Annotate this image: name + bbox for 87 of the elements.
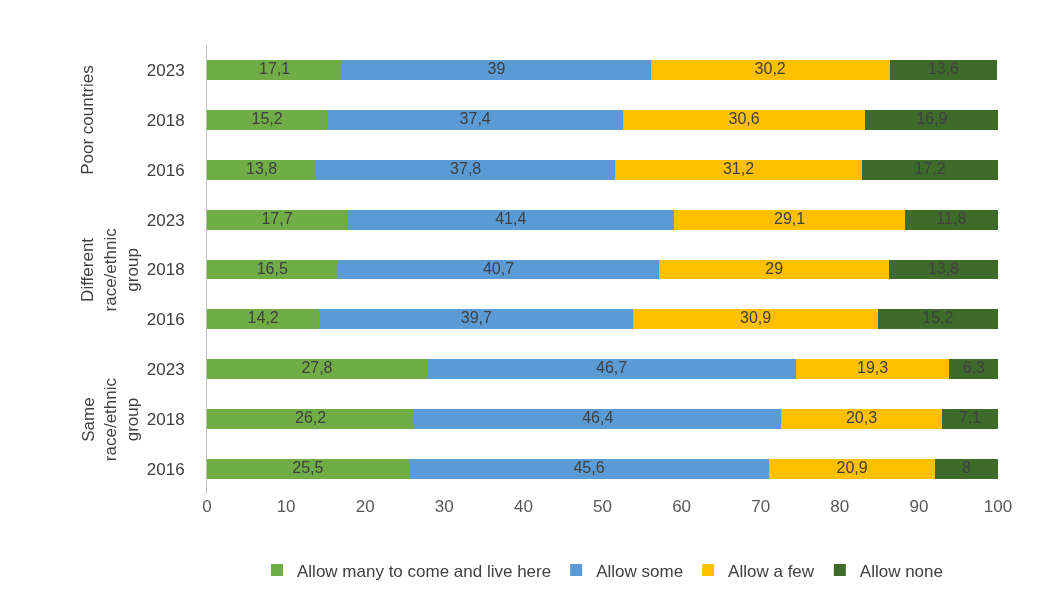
y-tick-label: 2023: [146, 60, 185, 80]
data-label: 45,6: [573, 459, 605, 477]
bar: [904, 209, 998, 230]
data-label: 46,4: [582, 409, 614, 427]
x-tick-label: 0: [202, 497, 212, 516]
bar: [650, 59, 890, 80]
x-tick-label: 100: [983, 497, 1013, 516]
data-label: 15,2: [251, 109, 283, 127]
legend-label: Allow some: [596, 561, 684, 581]
bar: [207, 109, 328, 130]
bar: [342, 59, 651, 80]
bar: [674, 209, 905, 230]
data-label: 20,3: [845, 409, 878, 427]
y-tick-label: 2018: [146, 110, 185, 130]
x-tick-label: 20: [355, 497, 375, 516]
bar: [319, 309, 634, 330]
data-label: 30,9: [739, 309, 772, 327]
bar: [207, 409, 415, 430]
data-label: 13,8: [246, 159, 278, 177]
text: Same race/ethnic group: [78, 377, 143, 462]
data-label: 29: [765, 259, 784, 277]
bar: [207, 209, 348, 230]
bar: [207, 309, 320, 330]
bar: [659, 259, 889, 280]
data-label: 37,4: [459, 109, 491, 127]
bar: [414, 409, 782, 430]
bar: [207, 159, 317, 180]
legend-label: Allow many to come and live here: [297, 561, 552, 581]
data-label: 29,1: [774, 209, 806, 227]
bar: [796, 359, 949, 380]
bar: [941, 409, 998, 430]
data-label: 14,2: [247, 309, 279, 327]
y-tick-label: 2023: [146, 210, 185, 230]
legend-label: Allow none: [859, 561, 943, 581]
x-tick-label: 10: [276, 497, 296, 516]
x-tick-label: 70: [751, 497, 771, 516]
x-tick-label: 30: [434, 497, 454, 516]
data-label: 30,6: [728, 109, 760, 127]
bar: [889, 59, 998, 80]
data-label: 16,5: [256, 259, 288, 277]
bar: [327, 109, 624, 130]
bar: [615, 159, 862, 180]
data-label: 17,7: [261, 209, 293, 227]
text: Different race/ethnic group: [78, 227, 142, 312]
data-label: 25,5: [292, 459, 324, 477]
bar: [633, 309, 878, 330]
y-tick-label: 2023: [146, 360, 185, 380]
text: Poor countries: [78, 65, 98, 175]
data-label: 17,1: [259, 59, 291, 77]
data-label: 46,7: [596, 359, 628, 377]
bar: [337, 259, 660, 280]
data-label: 40,7: [482, 259, 515, 277]
x-tick-label: 80: [830, 497, 850, 516]
bar: [861, 159, 998, 180]
bar: [934, 459, 998, 480]
data-label: 20,9: [836, 459, 868, 477]
bar: [769, 459, 935, 480]
x-tick-label: 50: [593, 497, 612, 516]
data-label: 27,8: [301, 359, 333, 377]
bar: [623, 109, 866, 130]
bar: [865, 109, 998, 130]
x-tick-label: 60: [672, 497, 692, 516]
data-label: 19,3: [857, 359, 889, 377]
data-label: 26,2: [295, 409, 327, 427]
bar: [408, 459, 770, 480]
bar: [207, 359, 427, 380]
data-label: 31,2: [722, 159, 755, 177]
data-label: 39,7: [460, 309, 493, 327]
y-tick-label: 2016: [146, 460, 185, 480]
data-label: 37,8: [450, 159, 482, 177]
bar: [781, 409, 942, 430]
y-tick-label: 2018: [146, 410, 185, 430]
y-tick-label: 2016: [146, 160, 185, 180]
legend-label: Allow a few: [728, 561, 815, 581]
data-label: 41,4: [495, 209, 527, 227]
bar: [207, 59, 343, 80]
x-tick-label: 90: [909, 497, 929, 516]
y-tick-label: 2016: [146, 310, 185, 330]
bar: [877, 309, 998, 330]
bar: [347, 209, 675, 230]
y-tick-label: 2018: [146, 260, 185, 280]
x-tick-label: 40: [513, 497, 533, 516]
bar: [207, 459, 409, 480]
bar: [426, 359, 797, 380]
bar: [316, 159, 616, 180]
data-label: 30,2: [754, 59, 786, 77]
data-label: 39: [487, 59, 506, 77]
